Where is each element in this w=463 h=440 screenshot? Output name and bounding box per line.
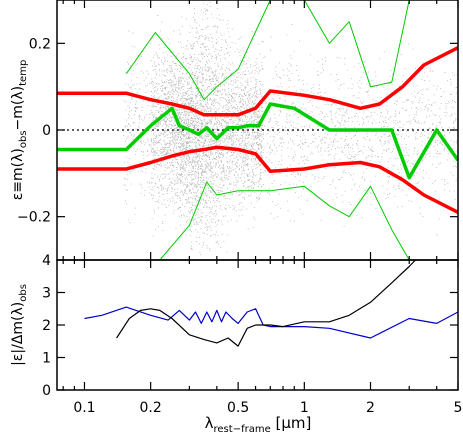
ratio-series-line-0 <box>84 306 458 339</box>
x-tick-label: 1 <box>300 400 309 416</box>
x-tick-label: 0.2 <box>140 400 162 416</box>
residual-points <box>123 1 458 255</box>
residual-y-axis-label: ε≡m(λ)obs−m(λ)temp <box>10 60 29 201</box>
residual-series-line-1 <box>125 0 458 101</box>
ratio-x-ticks: 0.1 0.2 0.5 1 2 5 <box>62 260 463 416</box>
x-label-pre: λ <box>205 414 214 432</box>
x-label-sub: rest−frame <box>214 424 271 435</box>
residual-series <box>57 0 458 260</box>
ratio-y-label-sub: obs <box>18 284 29 302</box>
residual-series-line-3 <box>57 46 458 117</box>
residual-series-line-4 <box>57 145 458 214</box>
x-label-post: [μm] <box>271 414 312 432</box>
ratio-series <box>84 260 458 347</box>
ratio-y-ticks: 0 1 2 3 4 <box>42 253 458 399</box>
x-tick-label: 0.1 <box>73 400 95 416</box>
residual-panel: −0.2 0 0.2 ε≡m(λ)obs−m(λ)temp <box>10 0 459 261</box>
residual-y-ticks: −0.2 0 0.2 <box>17 36 458 226</box>
residual-y-label-sub2: temp <box>18 60 29 86</box>
ratio-y-tick-label: 2 <box>42 318 51 334</box>
residual-y-label-mid: −m(λ) <box>10 86 26 131</box>
x-tick-label: 0.5 <box>227 400 249 416</box>
ratio-panel: 0 1 2 3 4 0.1 0.2 0.5 1 2 5 |ε|/Δm(λ)obs λrest−fr… <box>10 253 462 435</box>
ratio-y-tick-label: 4 <box>42 253 51 269</box>
x-tick-label: 2 <box>366 400 375 416</box>
residual-y-label-sub1: obs <box>18 130 29 148</box>
ratio-series-line-1 <box>116 260 416 347</box>
residual-y-label-pre: ε≡m(λ) <box>10 148 26 200</box>
x-axis-label: λrest−frame [μm] <box>205 414 312 435</box>
ratio-y-label-pre: |ε|/Δm(λ) <box>10 302 26 366</box>
residual-series-line-0 <box>57 102 458 180</box>
ratio-y-tick-label: 3 <box>42 286 51 302</box>
residual-point-cloud <box>123 1 458 255</box>
residual-y-tick-label: 0 <box>42 123 51 139</box>
ratio-y-tick-label: 0 <box>42 383 51 399</box>
ratio-y-tick-label: 1 <box>42 351 51 367</box>
residual-y-tick-label: 0.2 <box>29 36 51 52</box>
residual-y-tick-label: −0.2 <box>17 210 51 226</box>
x-tick-label: 5 <box>454 400 463 416</box>
residual-x-ticks <box>62 0 459 260</box>
ratio-y-axis-label: |ε|/Δm(λ)obs <box>10 284 29 366</box>
residual-series-line-2 <box>126 181 458 260</box>
